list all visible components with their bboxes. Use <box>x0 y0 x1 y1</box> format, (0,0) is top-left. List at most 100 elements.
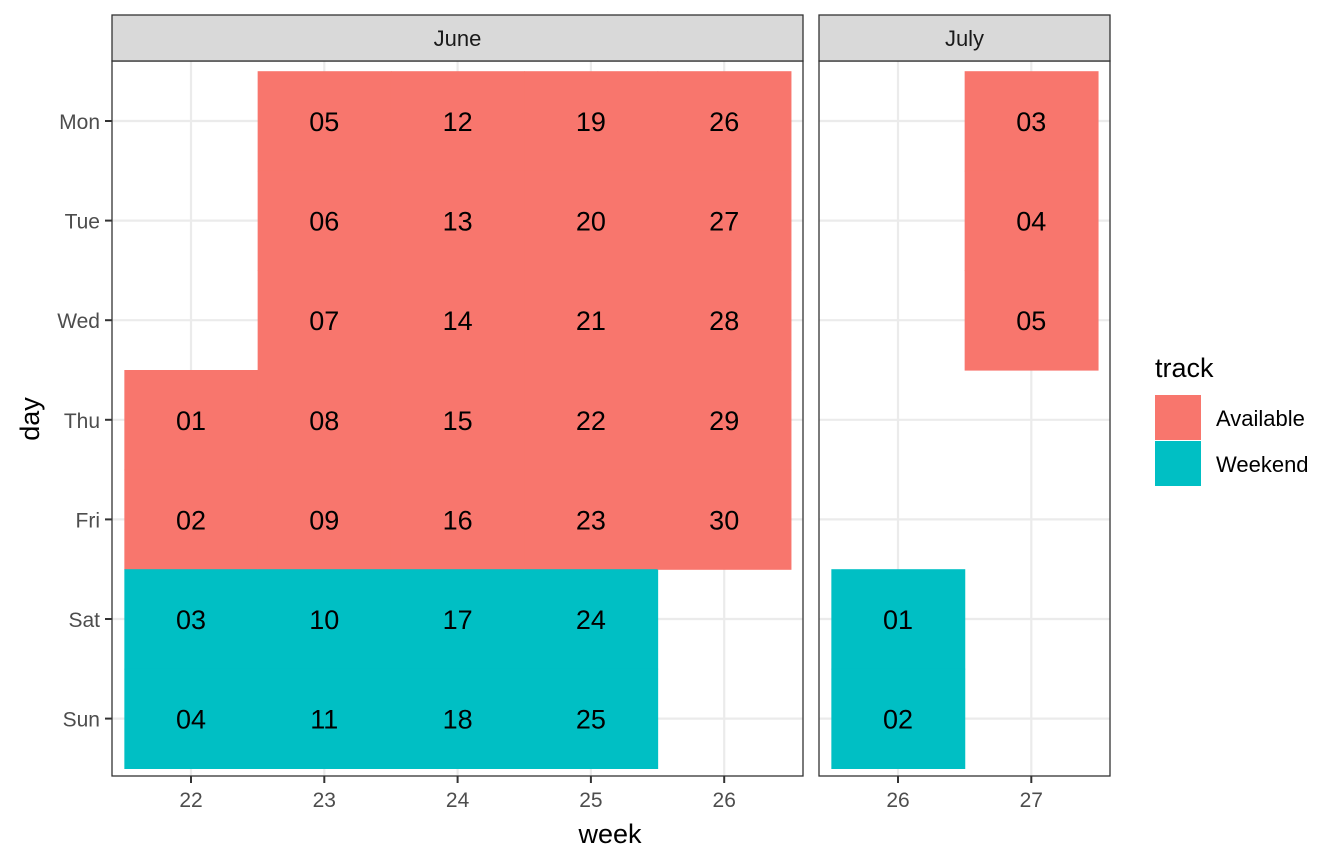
tile-label: 13 <box>443 207 473 237</box>
tile-label: 15 <box>443 406 473 436</box>
tile-label: 02 <box>883 705 913 735</box>
tile-weekend <box>524 569 659 670</box>
tile-label: 11 <box>310 705 338 735</box>
tile-label: 20 <box>576 207 606 237</box>
tile-available <box>390 370 525 471</box>
facet-panels: 01 02 03 04 05 06 07 08 09 10 11 12 13 14 15 16 17 18 19 20… <box>57 14 1111 812</box>
tile-label: 19 <box>576 107 606 137</box>
tile-label: 27 <box>709 207 739 237</box>
tile-available <box>524 270 659 371</box>
tile-available <box>257 370 392 471</box>
tile-label: 26 <box>709 107 739 137</box>
tile-label: 01 <box>883 605 913 635</box>
tile-label: 09 <box>309 505 339 535</box>
y-tick-label: Fri <box>76 509 101 532</box>
tile-weekend <box>257 569 392 670</box>
y-tick-label: Mon <box>59 111 100 134</box>
tile-available <box>657 270 792 371</box>
tile-label: 01 <box>176 406 206 436</box>
facet-strip <box>818 14 1111 62</box>
tile-available <box>124 469 259 570</box>
tile-label: 12 <box>443 107 473 137</box>
y-axis-title: day <box>15 397 45 441</box>
facet-strip-label: June <box>434 26 482 51</box>
tile-weekend <box>124 569 259 670</box>
facet-strip <box>111 14 804 62</box>
legend-key-weekend <box>1155 441 1201 486</box>
tile-weekend <box>390 569 525 670</box>
facet-panel-july: 01 02 03 04 05 July 26 27 <box>818 14 1111 812</box>
tile-label: 17 <box>443 605 473 635</box>
tile-available <box>257 469 392 570</box>
tile-available <box>124 370 259 471</box>
tile-label: 18 <box>443 705 473 735</box>
facet-strip-label: July <box>945 26 984 51</box>
tile-available <box>257 270 392 371</box>
legend: track Available Weekend <box>1155 353 1309 486</box>
tile-label: 30 <box>709 505 739 535</box>
tile-label: 08 <box>309 406 339 436</box>
tile-available <box>657 170 792 271</box>
y-tick-label: Thu <box>64 410 100 433</box>
facet-panel-june: 01 02 03 04 05 06 07 08 09 10 11 12 13 14 15 16 17 18 19 20… <box>57 14 804 812</box>
tile-available <box>390 170 525 271</box>
tile-available <box>524 370 659 471</box>
tile-label: 25 <box>576 705 606 735</box>
tile-label: 28 <box>709 306 739 336</box>
tile-available <box>657 71 792 172</box>
legend-key-available <box>1155 395 1201 440</box>
tile-label: 23 <box>576 505 606 535</box>
x-tick-label: 24 <box>446 789 470 812</box>
tile-weekend <box>831 569 966 670</box>
x-tick-label: 26 <box>886 789 909 812</box>
tile-label: 05 <box>309 107 339 137</box>
tile-label: 29 <box>709 406 739 436</box>
tile-available <box>657 370 792 471</box>
x-tick-label: 27 <box>1020 789 1043 812</box>
y-tick-label: Wed <box>57 310 100 333</box>
tile-label: 21 <box>576 306 606 336</box>
tile-label: 04 <box>176 705 206 735</box>
legend-label: Weekend <box>1216 452 1309 477</box>
tile-label: 03 <box>1016 107 1046 137</box>
tile-label: 14 <box>443 306 473 336</box>
tile-label: 10 <box>309 605 339 635</box>
tile-available <box>964 270 1099 371</box>
y-tick-label: Tue <box>65 211 100 234</box>
tile-available <box>524 469 659 570</box>
x-tick-label: 25 <box>579 789 602 812</box>
tile-available <box>390 270 525 371</box>
tile-available <box>257 71 392 172</box>
tile-label: 04 <box>1016 207 1046 237</box>
y-tick-label: Sun <box>63 709 100 732</box>
tile-weekend <box>831 668 966 769</box>
tile-label: 06 <box>309 207 339 237</box>
tile-weekend <box>390 668 525 769</box>
y-tick-label: Sat <box>68 609 100 632</box>
tile-available <box>964 170 1099 271</box>
tile-label: 24 <box>576 605 606 635</box>
tile-label: 16 <box>443 505 473 535</box>
tile-available <box>524 170 659 271</box>
x-axis-title: week <box>577 819 642 849</box>
tile-label: 22 <box>576 406 606 436</box>
legend-title: track <box>1155 353 1214 383</box>
tile-available <box>964 71 1099 172</box>
tile-weekend <box>257 668 392 769</box>
tile-weekend <box>524 668 659 769</box>
x-tick-label: 22 <box>179 789 202 812</box>
tile-available <box>390 71 525 172</box>
tile-available <box>257 170 392 271</box>
x-tick-label: 23 <box>313 789 336 812</box>
tile-label: 05 <box>1016 306 1046 336</box>
x-tick-label: 26 <box>713 789 736 812</box>
tile-label: 07 <box>309 306 339 336</box>
tile-available <box>524 71 659 172</box>
legend-label: Available <box>1216 406 1305 431</box>
tile-available <box>390 469 525 570</box>
tile-available <box>657 469 792 570</box>
tile-label: 03 <box>176 605 206 635</box>
legend-entries: Available Weekend <box>1155 395 1309 486</box>
tile-label: 02 <box>176 505 206 535</box>
